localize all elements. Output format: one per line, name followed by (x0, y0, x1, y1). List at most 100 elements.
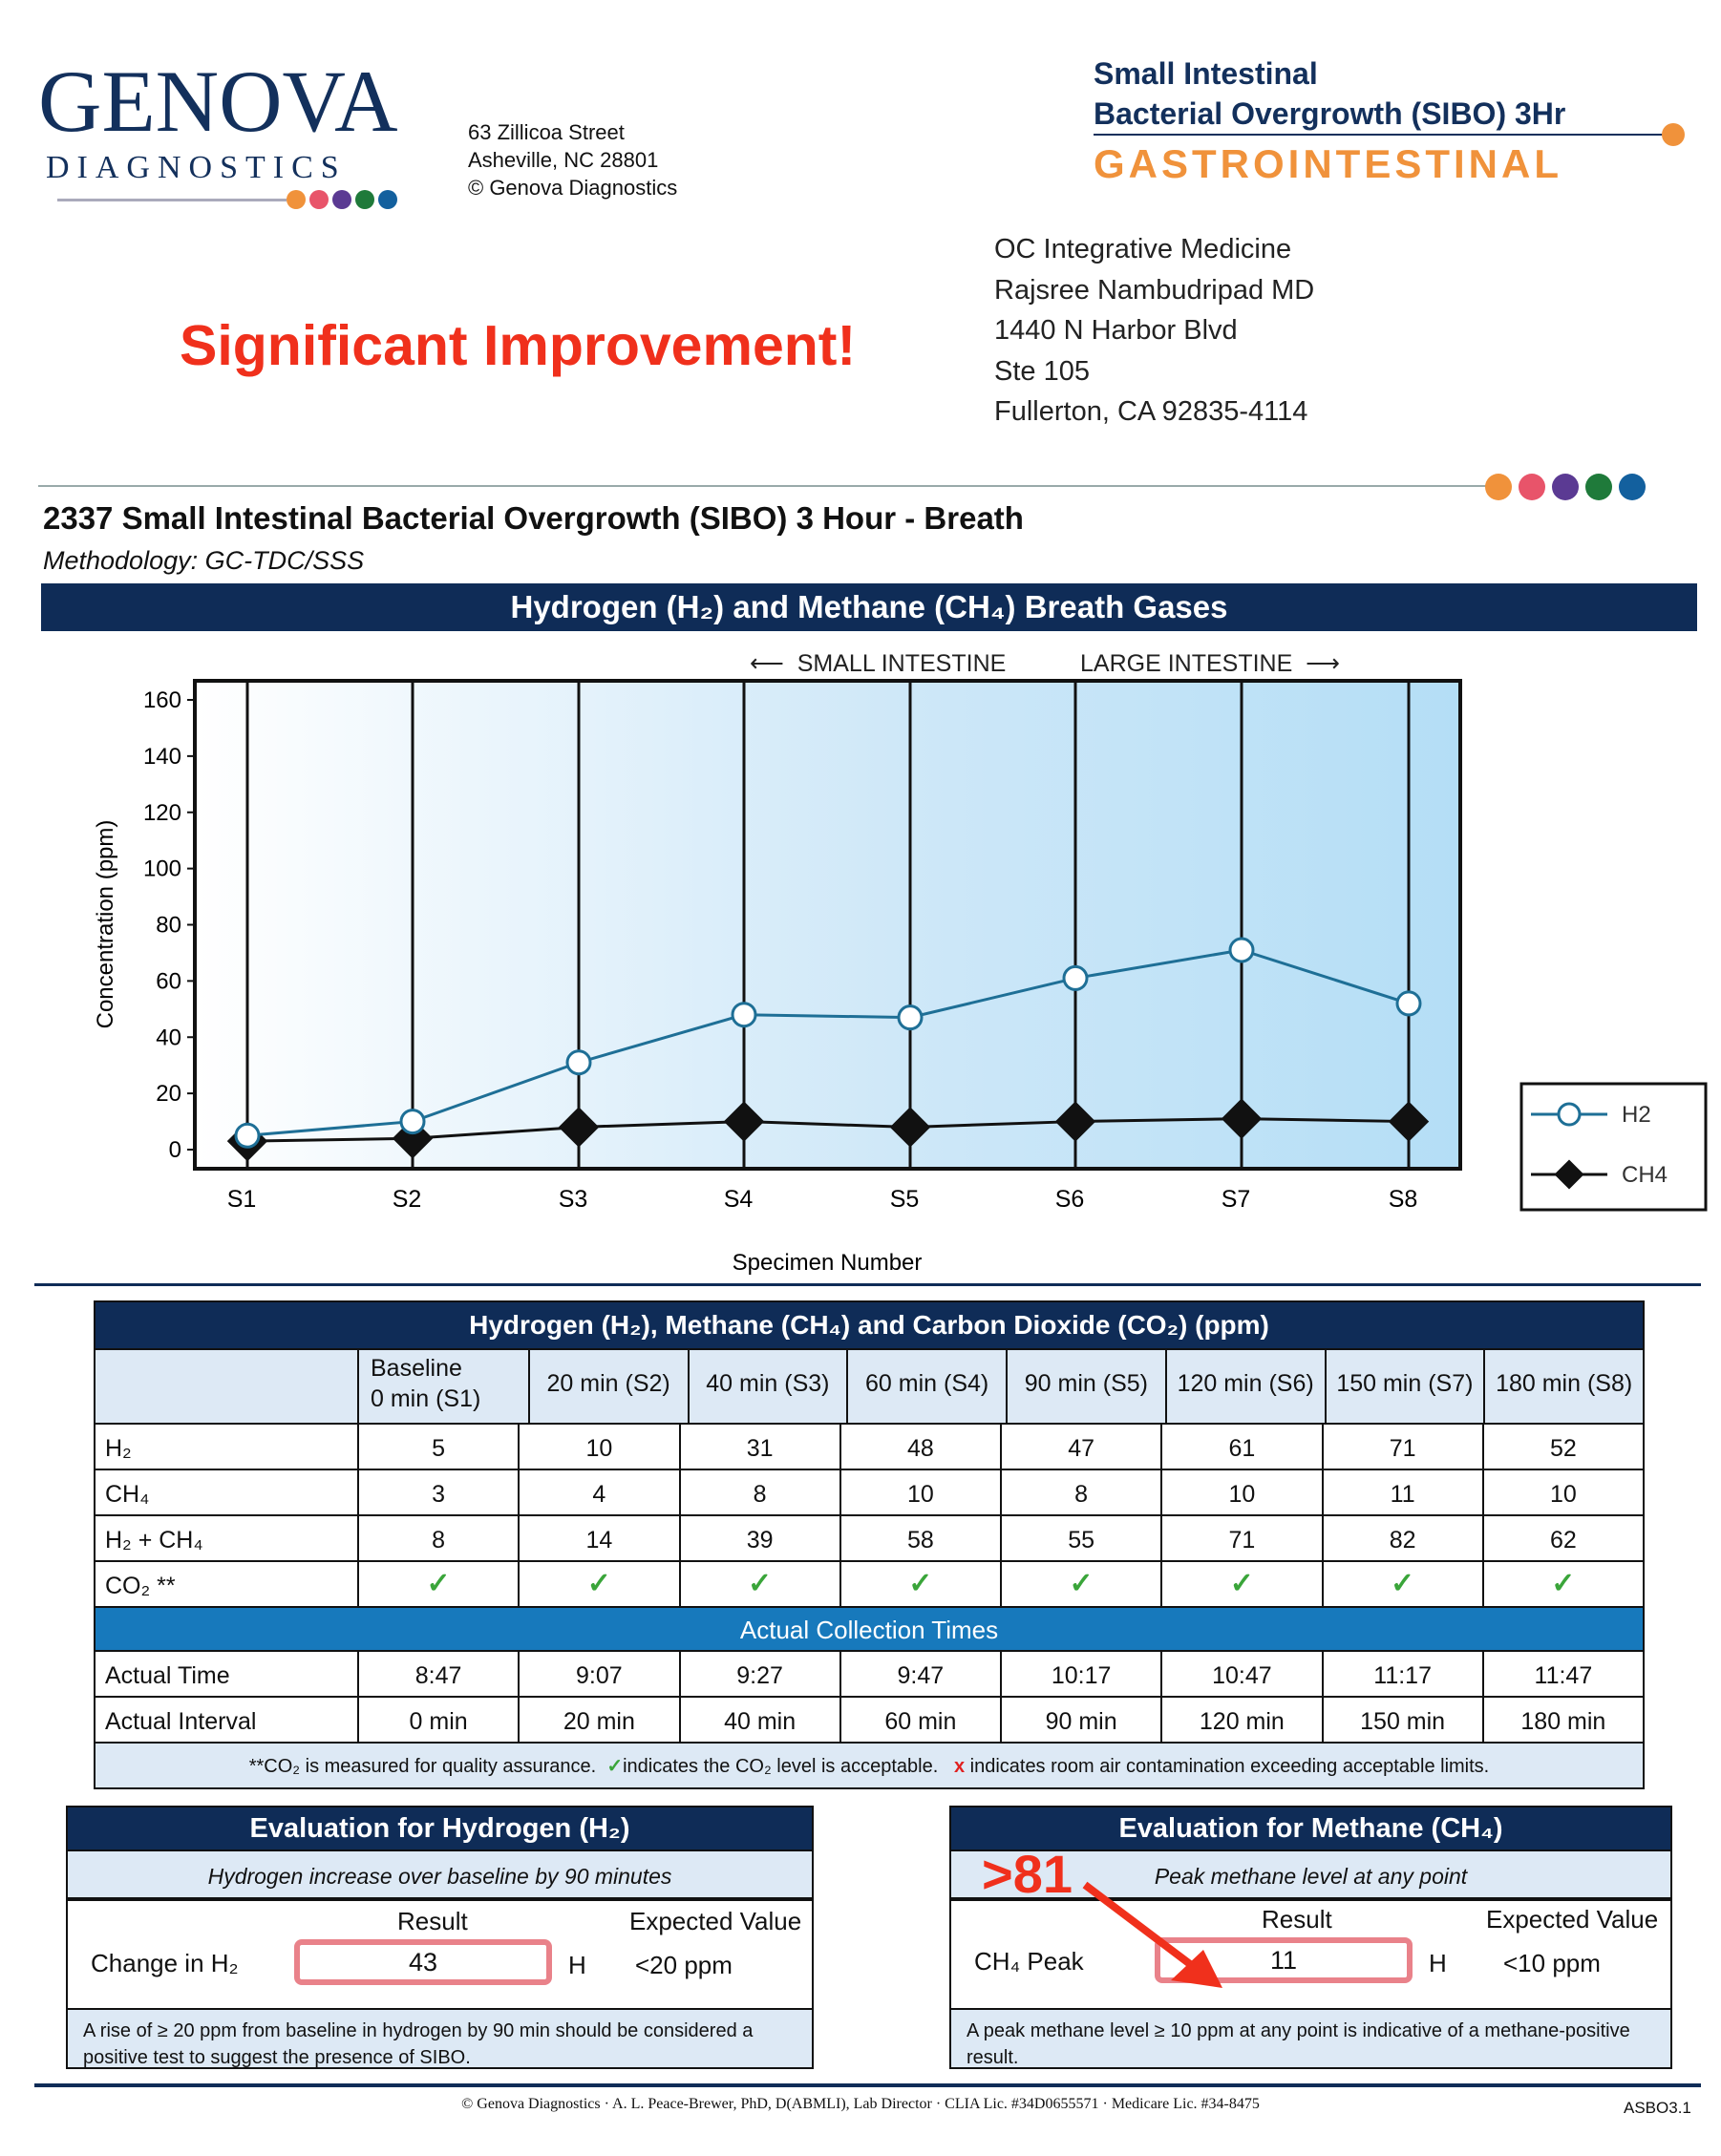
cell: 8 (678, 1470, 839, 1514)
y-tick-label: 160 (143, 687, 181, 713)
small-intestine-label: ⟵ SMALL INTESTINE (750, 650, 1007, 677)
cell: 10 (1160, 1470, 1321, 1514)
methane-evaluation: Evaluation for Methane (CH₄) Peak methan… (949, 1806, 1672, 2069)
x-tick-label: S8 (1389, 1186, 1418, 1213)
header-divider (38, 485, 1490, 487)
h2-line (246, 948, 1410, 1137)
high-flag: H (1429, 1949, 1447, 1977)
h2-point (399, 1109, 426, 1135)
cell: 150 min (1321, 1698, 1482, 1742)
row-label: CH₄ (105, 1481, 150, 1508)
cell: 8:47 (357, 1652, 518, 1696)
check-icon: ✓ (606, 1756, 624, 1777)
cell: 20 min (518, 1698, 678, 1742)
cell: 71 (1321, 1425, 1482, 1469)
cell: 0 min (357, 1698, 518, 1742)
x-tick-label: S2 (393, 1186, 422, 1213)
footer-text: © Genova Diagnostics · A. L. Peace-Brewe… (461, 2096, 1260, 2112)
table-row: H₂ 5 10 31 48 47 61 71 52 (96, 1423, 1643, 1469)
address-line: Asheville, NC 28801 (468, 148, 659, 172)
y-tick-label: 60 (156, 968, 181, 994)
cell: 10:47 (1160, 1652, 1321, 1696)
cell: 47 (1000, 1425, 1160, 1469)
cell: 8 (357, 1516, 518, 1560)
column-header: 20 min (S2) (527, 1350, 688, 1423)
color-dot (1552, 474, 1579, 500)
column-header: 150 min (S7) (1324, 1350, 1484, 1423)
recipient-address: OC Integrative Medicine Rajsree Nambudri… (994, 229, 1314, 433)
column-header: 90 min (S5) (1006, 1350, 1165, 1423)
x-tick-label: S5 (890, 1186, 920, 1213)
address-line: 63 Zillicoa Street (468, 120, 625, 144)
test-header-line (1094, 134, 1667, 136)
orange-dot (1662, 123, 1685, 146)
cell: ✓ (678, 1562, 839, 1606)
column-header: 180 min (S8) (1483, 1350, 1643, 1423)
expected-label: Expected Value (629, 1907, 802, 1935)
ch4-point (1388, 1101, 1430, 1142)
logo-dots (287, 190, 401, 214)
test-category: GASTROINTESTINAL (1094, 141, 1562, 186)
color-dot (1485, 474, 1512, 500)
row-label: Change in H₂ (91, 1949, 239, 1977)
eval-title: Evaluation for Methane (CH₄) (951, 1807, 1670, 1850)
cell: ✓ (518, 1562, 678, 1606)
column-header-line1: Baseline (371, 1355, 462, 1382)
expected-value: <10 ppm (1503, 1949, 1601, 1977)
genova-logo: GENOVA (38, 53, 398, 150)
cell: 9:47 (839, 1652, 1000, 1696)
column-header-line2: 180 min (S8) (1496, 1370, 1633, 1397)
table-row: CH₄ 3 4 8 10 8 10 11 10 (96, 1469, 1643, 1514)
cell: 10:17 (1000, 1652, 1160, 1696)
y-tick-label: 40 (156, 1025, 181, 1050)
cell: 5 (357, 1425, 518, 1469)
note-text: indicates the CO₂ level is acceptable. (623, 1756, 939, 1777)
test-name-line1: Small Intestinal (1094, 56, 1318, 91)
cell: 11:47 (1481, 1652, 1643, 1696)
eval-footnote: A peak methane level ≥ 10 ppm at any poi… (951, 2008, 1670, 2068)
cell: 55 (1000, 1516, 1160, 1560)
legend-h2-label: H2 (1622, 1102, 1651, 1128)
test-name: Small Intestinal Bacterial Overgrowth (SI… (1094, 53, 1565, 134)
recipient-line: Rajsree Nambudripad MD (994, 274, 1315, 306)
y-tick-label: 100 (143, 856, 181, 882)
genova-logo-sub: DIAGNOSTICS (46, 150, 347, 185)
y-tick-label: 140 (143, 744, 181, 770)
legend-box (1519, 1082, 1708, 1212)
cell: 90 min (1000, 1698, 1160, 1742)
color-dot (378, 190, 397, 209)
cell: 60 min (839, 1698, 1000, 1742)
lab-address: 63 Zillicoa Street Asheville, NC 28801 ©… (468, 118, 677, 201)
test-name-line2: Bacterial Overgrowth (SIBO) 3Hr (1094, 96, 1566, 131)
cell: 14 (518, 1516, 678, 1560)
eval-footnote: A rise of ≥ 20 ppm from baseline in hydr… (68, 2008, 812, 2068)
column-header-line2: 20 min (S2) (546, 1370, 670, 1397)
cell: ✓ (1481, 1562, 1643, 1606)
h2-point (1395, 990, 1422, 1017)
cell: ✓ (357, 1562, 518, 1606)
h2-point (1228, 937, 1255, 963)
x-tick-label: S3 (559, 1186, 588, 1213)
eval-subtitle-row: Peak methane level at any point >81 (951, 1846, 1670, 1903)
x-tick-label: S6 (1055, 1186, 1085, 1213)
result-value: 43 (294, 1939, 552, 1985)
breath-gas-chart: 0 20 40 60 80 100 120 140 160 S1 S2 S3 S4 S5 S6 S7 S8 Spe… (93, 679, 1708, 1276)
table-header-row: Baseline 0 min (S1) 20 min (S2) 40 min (S3)… (96, 1348, 1643, 1423)
improvement-annotation: Significant Improvement! (180, 314, 857, 377)
results-table: Hydrogen (H₂), Methane (CH₄) and Carbon … (94, 1300, 1645, 1789)
cell: 10 (839, 1470, 1000, 1514)
row-label: H₂ (105, 1435, 132, 1462)
large-intestine-text: LARGE INTESTINE (1080, 650, 1293, 677)
legend-h2-marker (1557, 1102, 1582, 1127)
cell: 9:07 (518, 1652, 678, 1696)
table-row: Actual Time 8:47 9:07 9:27 9:47 10:17 10:47 11:… (96, 1650, 1643, 1696)
column-header-line2: 90 min (S5) (1024, 1370, 1148, 1397)
methodology: Methodology: GC-TDC/SSS (43, 546, 365, 575)
expected-label: Expected Value (1486, 1905, 1659, 1934)
x-axis-label: Specimen Number (733, 1250, 923, 1276)
result-label: Result (397, 1907, 468, 1935)
eval-subtitle: Hydrogen increase over baseline by 90 mi… (68, 1850, 812, 1901)
h2-point (1062, 964, 1089, 991)
x-tick-label: S1 (227, 1186, 257, 1213)
column-header: 120 min (S6) (1164, 1350, 1325, 1423)
